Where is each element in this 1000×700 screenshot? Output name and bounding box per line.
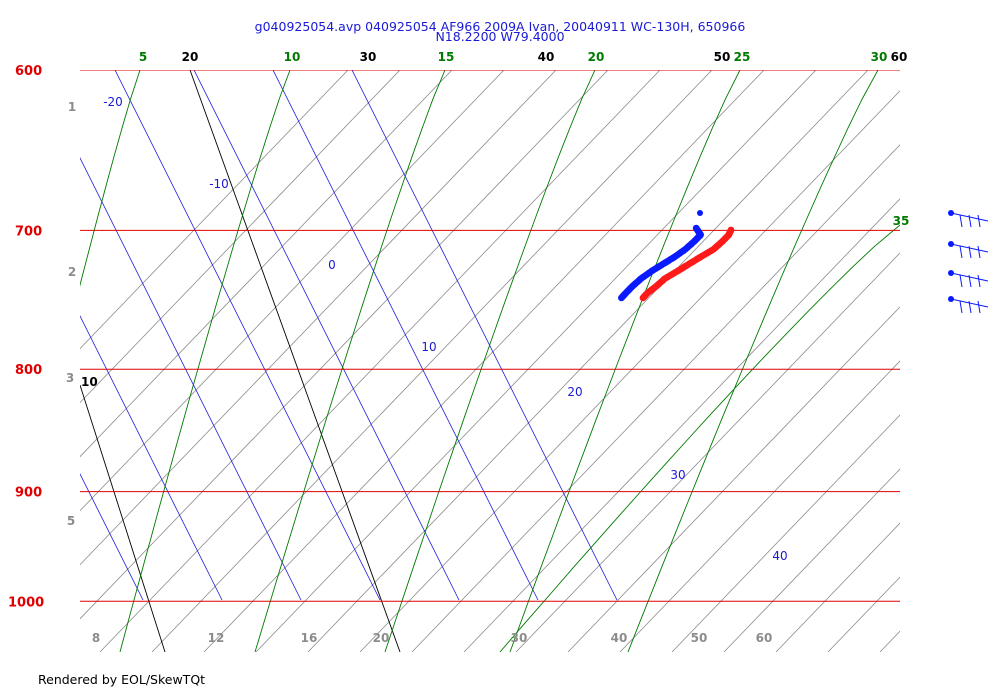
wind-barb-flag <box>959 214 963 228</box>
isotherm-line <box>272 70 539 601</box>
mixing-ratio-line <box>80 70 505 512</box>
moist-adiabat-line <box>499 224 900 652</box>
isotherm-line <box>80 157 302 601</box>
isotherm-line <box>193 70 460 601</box>
wind-barb-flag <box>977 214 981 228</box>
mixing-ratio-line <box>567 306 900 652</box>
isotherm-line <box>80 315 223 601</box>
height-label: 2 <box>68 265 76 279</box>
isotherm-label: -10 <box>209 177 229 191</box>
dry-adiabat-label: 60 <box>891 50 908 64</box>
dry-adiabat-label: 10 <box>81 375 98 389</box>
wind-barb-flag <box>977 245 981 259</box>
footer-credit: Rendered by EOL/SkewTQt <box>38 672 206 687</box>
wind-barb-flag <box>968 300 972 314</box>
isotherm-label: 10 <box>421 340 436 354</box>
isotherm-line <box>80 473 144 601</box>
moist-adiabat-line <box>509 70 741 652</box>
dry-adiabat-line <box>80 384 166 652</box>
wind-barb-flag <box>977 300 981 314</box>
mixing-ratio-line <box>80 70 349 350</box>
chart-title-line1: g040925054.avp 040925054 AF966 2009A Iva… <box>254 19 746 34</box>
dewpoint-point <box>697 210 703 216</box>
mixing-ratio-line <box>80 70 453 458</box>
wind-barb-flag <box>959 245 963 259</box>
mixing-ratio-line <box>80 70 401 404</box>
mixing-ratio-line <box>255 70 817 652</box>
isotherm-label: 30 <box>670 468 685 482</box>
temperature-point <box>639 294 647 302</box>
mixing-ratio-label: 16 <box>301 631 318 645</box>
isotherm-line <box>351 70 618 601</box>
mixing-ratio-label: 20 <box>373 631 390 645</box>
height-label: 5 <box>67 514 75 528</box>
moist-adiabat-label: 25 <box>734 50 751 64</box>
isotherm-label: 40 <box>772 549 787 563</box>
mixing-ratio-line <box>80 70 557 566</box>
isobar-label: 600 <box>15 64 42 79</box>
dewpoint-point <box>618 294 625 302</box>
isotherm-line <box>0 0 64 600</box>
dry-adiabat-line <box>189 70 401 652</box>
moist-adiabat-label: 5 <box>139 50 147 64</box>
mixing-ratio-line <box>775 522 900 652</box>
mixing-ratio-line <box>619 360 900 652</box>
mixing-ratio-label: 40 <box>611 631 628 645</box>
height-label: 3 <box>66 371 74 385</box>
isobar-label: 800 <box>15 363 42 378</box>
wind-barb-flag <box>968 214 972 228</box>
isotherm-label: -20 <box>103 95 123 109</box>
dry-adiabat-label: 50 <box>714 50 731 64</box>
mixing-ratio-line <box>723 468 900 652</box>
moist-adiabat-label: 35 <box>893 214 910 228</box>
isobar-label: 1000 <box>8 595 44 610</box>
wind-barb-flag <box>968 274 972 288</box>
moist-adiabat-label: 15 <box>438 50 455 64</box>
mixing-ratio-line <box>671 414 900 652</box>
mixing-ratio-line <box>515 252 900 652</box>
plot-area <box>0 0 1000 652</box>
mixing-ratio-line <box>307 70 869 652</box>
isobar-label: 700 <box>15 224 42 239</box>
mixing-ratio-line <box>411 144 900 652</box>
mixing-ratio-line <box>463 198 900 652</box>
isotherm-label: 0 <box>328 258 336 272</box>
isobar-label: 900 <box>15 486 42 501</box>
mixing-ratio-line <box>359 90 900 652</box>
moist-adiabat-line <box>119 70 291 652</box>
moist-adiabat-label: 30 <box>871 50 888 64</box>
wind-barb-flag <box>959 300 963 314</box>
chart-title-line2: N18.2200 W79.4000 <box>435 29 565 44</box>
mixing-ratio-label: 12 <box>208 631 225 645</box>
wind-barb-flag <box>959 274 963 288</box>
moist-adiabat-line <box>254 70 446 652</box>
mixing-ratio-label: 60 <box>756 631 773 645</box>
mixing-ratio-line <box>984 70 1000 652</box>
dry-adiabat-label: 30 <box>360 50 377 64</box>
mixing-ratio-line <box>827 576 900 652</box>
moist-adiabat-line <box>627 70 879 652</box>
mixing-ratio-line <box>879 630 900 652</box>
mixing-ratio-label: 50 <box>691 631 708 645</box>
mixing-ratio-label: 8 <box>92 631 100 645</box>
mixing-ratio-line <box>80 70 609 620</box>
dry-adiabat-label: 40 <box>538 50 555 64</box>
height-label: 1 <box>68 100 76 114</box>
wind-barb-flag <box>977 274 981 288</box>
mixing-ratio-line <box>99 70 661 652</box>
mixing-ratio-line <box>151 70 713 652</box>
moist-adiabat-line <box>80 70 141 287</box>
mixing-ratio-label: 30 <box>511 631 528 645</box>
mixing-ratio-line <box>932 70 1000 652</box>
moist-adiabat-label: 10 <box>284 50 301 64</box>
isotherm-label: 20 <box>567 385 582 399</box>
moist-adiabat-label: 20 <box>588 50 605 64</box>
moist-adiabat-line <box>384 70 596 652</box>
wind-barb-flag <box>968 245 972 259</box>
dry-adiabat-label: 20 <box>182 50 199 64</box>
